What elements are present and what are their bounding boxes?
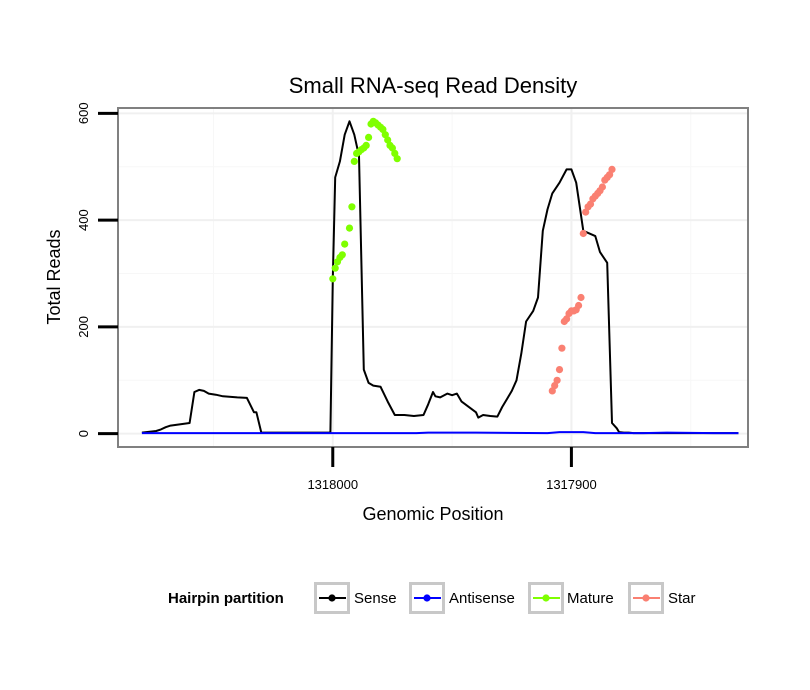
point-star bbox=[563, 315, 571, 323]
point-mature bbox=[338, 251, 346, 259]
point-star bbox=[579, 229, 587, 238]
point-mature bbox=[362, 141, 370, 149]
x-axis-title: Genomic Position bbox=[362, 504, 503, 524]
series-line-antisense bbox=[141, 431, 739, 435]
legend-item-sense: Sense bbox=[314, 582, 397, 614]
y-axis-title: Total Reads bbox=[44, 229, 64, 324]
legend: Hairpin partition Sense Antisense Mature St… bbox=[168, 582, 696, 614]
point-mature bbox=[350, 157, 358, 165]
x-tick-label: 1318000 bbox=[307, 477, 358, 492]
series-layer bbox=[141, 117, 739, 435]
point-star bbox=[558, 344, 566, 352]
legend-key-point bbox=[542, 594, 550, 602]
legend-item-mature: Mature bbox=[528, 582, 614, 614]
chart-title: Small RNA-seq Read Density bbox=[289, 73, 578, 98]
plot-border bbox=[117, 107, 749, 448]
point-star bbox=[577, 293, 585, 302]
legend-title: Hairpin partition bbox=[168, 590, 284, 607]
plot-panel bbox=[118, 108, 748, 447]
legend-key-point bbox=[328, 594, 336, 602]
x-tick-label: 1317900 bbox=[546, 477, 597, 492]
point-star bbox=[553, 376, 561, 384]
point-mature bbox=[384, 136, 392, 144]
point-star bbox=[598, 183, 607, 191]
y-axis: 0 200 400 600 bbox=[76, 102, 118, 437]
legend-key-point bbox=[642, 594, 650, 602]
y-tick-label: 600 bbox=[76, 102, 91, 124]
point-mature bbox=[331, 264, 339, 272]
point-mature bbox=[365, 133, 373, 141]
point-mature bbox=[348, 203, 356, 211]
legend-label: Sense bbox=[354, 590, 397, 607]
legend-entries: Sense Antisense Mature Star bbox=[314, 582, 696, 614]
point-mature bbox=[388, 144, 396, 152]
legend-key-point bbox=[423, 594, 431, 602]
y-tick-label: 400 bbox=[76, 209, 91, 231]
point-star bbox=[575, 301, 583, 310]
point-star bbox=[555, 366, 564, 374]
point-mature bbox=[345, 224, 354, 232]
legend-label: Star bbox=[668, 590, 696, 607]
legend-label: Antisense bbox=[449, 590, 515, 607]
point-star bbox=[608, 165, 616, 173]
x-axis: 1318000 1317900 bbox=[307, 447, 597, 492]
legend-label: Mature bbox=[567, 590, 614, 607]
point-mature bbox=[393, 155, 401, 163]
point-mature bbox=[329, 275, 337, 283]
point-mature bbox=[341, 240, 349, 248]
legend-item-star: Star bbox=[628, 582, 696, 614]
y-tick-label: 0 bbox=[76, 430, 91, 437]
legend-item-antisense: Antisense bbox=[409, 582, 515, 614]
y-tick-label: 200 bbox=[76, 316, 91, 338]
